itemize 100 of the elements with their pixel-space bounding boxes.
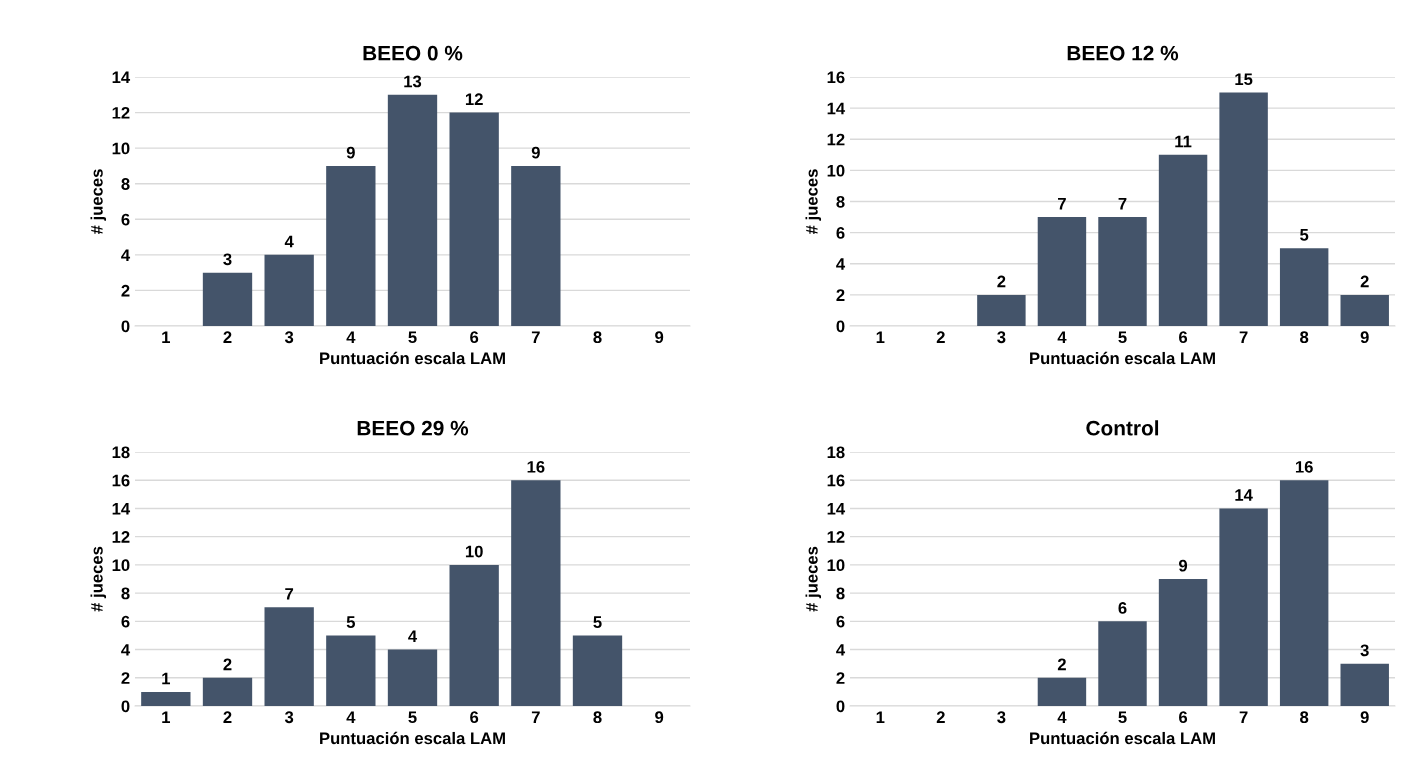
data-label: 3	[223, 253, 232, 266]
y-tick-label: 4	[836, 644, 846, 656]
y-tick-label: 10	[827, 164, 845, 177]
x-axis-title: Puntuación escala LAM	[320, 351, 505, 365]
bar	[202, 272, 253, 326]
data-label: 11	[1175, 135, 1192, 148]
data-label: 7	[1118, 197, 1127, 210]
y-tick-label: 14	[112, 503, 131, 515]
x-tick-label: 7	[1239, 711, 1248, 723]
x-tick-label: 1	[162, 331, 170, 343]
data-label: 14	[1235, 489, 1253, 501]
data-label: 9	[346, 146, 355, 159]
bar	[141, 691, 191, 706]
data-label: 5	[593, 616, 602, 628]
data-label: 2	[997, 275, 1006, 288]
y-tick-label: 8	[121, 587, 130, 600]
x-tick-label: 8	[1300, 711, 1309, 724]
y-tick-label: 12	[112, 531, 130, 543]
x-tick-label: 6	[470, 711, 479, 724]
y-tick-label: 6	[836, 227, 845, 239]
bar	[449, 112, 499, 326]
y-tick-label: 0	[836, 700, 845, 713]
x-tick-label: 3	[284, 711, 294, 724]
bar	[572, 635, 623, 706]
y-tick-label: 2	[121, 284, 130, 297]
y-tick-label: 8	[836, 587, 845, 600]
bar	[326, 635, 376, 706]
bar	[202, 677, 253, 706]
y-tick-label: 12	[112, 106, 130, 119]
x-tick-label: 9	[1360, 331, 1369, 344]
bar	[511, 480, 561, 706]
data-label: 7	[285, 588, 294, 600]
y-tick-label: 6	[121, 213, 130, 226]
y-axis-title: # jueces	[805, 169, 822, 235]
y-tick-label: 2	[836, 672, 845, 684]
data-label: 5	[346, 616, 355, 628]
data-label: 9	[1179, 559, 1188, 572]
x-tick-label: 3	[284, 331, 294, 344]
bar	[1279, 248, 1329, 326]
y-tick-label: 16	[827, 71, 845, 84]
y-tick-label: 12	[827, 133, 845, 146]
x-tick-label: 8	[1300, 331, 1309, 344]
x-tick-label: 9	[1360, 711, 1369, 724]
chart-title: Control	[1086, 420, 1159, 436]
x-tick-label: 7	[531, 331, 540, 343]
x-tick-label: 3	[997, 711, 1006, 724]
y-tick-label: 14	[827, 102, 846, 115]
bar	[449, 564, 499, 706]
data-label: 2	[1057, 658, 1066, 671]
y-tick-label: 2	[836, 289, 845, 301]
x-tick-label: 3	[997, 331, 1006, 344]
bar	[264, 254, 314, 326]
data-label: 6	[1118, 602, 1127, 614]
data-label: 15	[1235, 73, 1253, 86]
x-axis-title: Puntuación escala LAM	[1030, 351, 1215, 365]
x-tick-label: 6	[470, 331, 479, 344]
data-label: 12	[465, 93, 483, 105]
x-tick-label: 8	[593, 331, 602, 344]
x-tick-label: 1	[876, 711, 885, 723]
y-tick-label: 8	[836, 195, 845, 208]
bar	[1158, 154, 1208, 326]
bar	[1340, 663, 1389, 706]
chart-title: BEEO 0 %	[363, 45, 463, 61]
y-axis-title: # jueces	[90, 169, 107, 235]
data-label: 2	[223, 658, 232, 671]
bar	[1279, 480, 1329, 706]
x-tick-label: 9	[655, 331, 664, 344]
x-tick-label: 2	[223, 331, 232, 343]
x-tick-label: 6	[1179, 711, 1188, 724]
y-tick-label: 18	[827, 446, 845, 459]
x-tick-label: 4	[1057, 331, 1067, 343]
y-tick-label: 10	[112, 142, 130, 155]
y-tick-label: 4	[121, 249, 131, 261]
bar	[511, 165, 561, 326]
bar	[1098, 217, 1147, 326]
x-tick-label: 2	[223, 711, 232, 723]
data-label: 10	[465, 545, 483, 558]
chart-title: BEEO 12 %	[1067, 45, 1179, 61]
data-label: 1	[162, 672, 170, 685]
y-tick-label: 10	[112, 559, 130, 572]
y-tick-label: 10	[827, 559, 845, 572]
data-label: 13	[404, 75, 422, 88]
y-axis-title: # jueces	[90, 546, 107, 612]
y-tick-label: 6	[836, 615, 845, 628]
data-label: 7	[1058, 197, 1066, 210]
y-tick-label: 4	[836, 258, 846, 270]
x-tick-label: 9	[655, 711, 664, 724]
data-label: 5	[1300, 229, 1309, 241]
x-tick-label: 7	[531, 711, 540, 723]
chart-title: BEEO 29 %	[357, 420, 469, 436]
y-tick-label: 0	[121, 700, 130, 713]
bar	[326, 165, 376, 326]
bar	[1158, 579, 1208, 706]
bar	[1219, 92, 1268, 326]
x-tick-label: 5	[1118, 331, 1127, 344]
y-tick-label: 0	[836, 320, 845, 333]
y-tick-label: 16	[112, 474, 130, 487]
x-tick-label: 1	[162, 711, 170, 723]
y-tick-label: 4	[121, 644, 131, 656]
x-tick-label: 5	[408, 331, 417, 344]
